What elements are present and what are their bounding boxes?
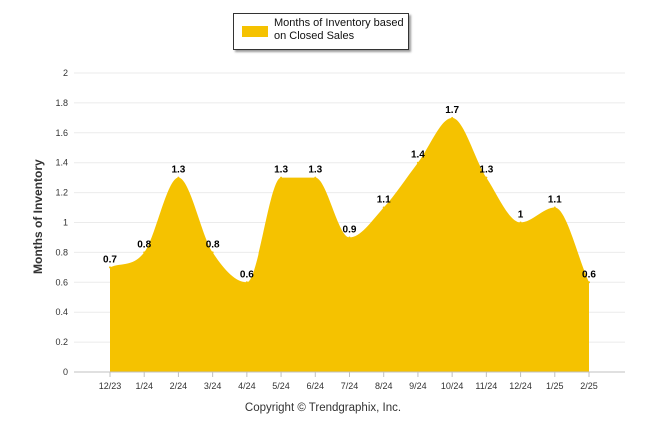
y-tick-label: 1.8	[55, 98, 68, 108]
data-point	[451, 116, 454, 119]
x-tick-label: 3/24	[204, 381, 222, 391]
x-tick-label: 12/24	[509, 381, 532, 391]
data-point	[553, 206, 556, 209]
x-tick-label: 1/24	[135, 381, 153, 391]
data-point	[485, 176, 488, 179]
data-point	[519, 221, 522, 224]
data-label: 0.9	[343, 224, 357, 235]
data-point	[314, 176, 317, 179]
data-point	[588, 281, 590, 284]
data-point	[177, 176, 180, 179]
data-point	[109, 266, 111, 269]
data-label: 1	[518, 210, 524, 221]
data-point	[143, 251, 146, 254]
data-label: 1.3	[274, 165, 288, 176]
x-tick-label: 1/25	[546, 381, 564, 391]
x-tick-label: 10/24	[441, 381, 464, 391]
x-tick-label: 7/24	[341, 381, 359, 391]
x-tick-label: 9/24	[409, 381, 427, 391]
data-label: 1.3	[171, 165, 185, 176]
data-label: 1.3	[479, 165, 493, 176]
legend: Months of Inventory based on Closed Sale…	[233, 13, 409, 50]
x-tick-label: 6/24	[307, 381, 325, 391]
data-label: 0.8	[137, 239, 151, 250]
x-tick-label: 12/23	[99, 381, 122, 391]
y-tick-label: 0.8	[55, 247, 68, 257]
data-label: 0.6	[582, 269, 596, 280]
legend-label: Months of Inventory based on Closed Sale…	[274, 17, 404, 42]
data-point	[416, 161, 419, 164]
data-label: 0.6	[240, 269, 254, 280]
y-tick-label: 0.4	[55, 307, 68, 317]
x-tick-label: 11/24	[475, 381, 497, 391]
x-tick-label: 2/25	[580, 381, 598, 391]
copyright-text: Copyright © Trendgraphix, Inc.	[244, 402, 402, 414]
y-tick-label: 0	[63, 367, 68, 377]
y-tick-label: 1	[63, 218, 68, 228]
data-label: 0.8	[206, 239, 220, 250]
x-tick-label: 8/24	[375, 381, 393, 391]
y-tick-label: 2	[63, 68, 68, 78]
data-label: 0.7	[103, 254, 117, 265]
data-point	[245, 281, 248, 284]
legend-swatch	[242, 26, 268, 37]
y-tick-label: 1.2	[55, 188, 68, 198]
x-tick-label: 4/24	[238, 381, 256, 391]
data-label: 1.3	[308, 165, 322, 176]
data-label: 1.1	[548, 195, 562, 206]
y-tick-label: 0.2	[55, 337, 68, 347]
area-series	[110, 117, 589, 372]
data-label: 1.4	[411, 150, 425, 161]
y-tick-label: 1.6	[55, 128, 68, 138]
data-label: 1.1	[377, 195, 391, 206]
y-axis-title: Months of Inventory	[31, 159, 45, 274]
data-point	[348, 236, 351, 239]
data-label: 1.7	[445, 105, 459, 116]
data-point	[211, 251, 214, 254]
y-tick-label: 0.6	[55, 277, 68, 287]
x-tick-label: 2/24	[170, 381, 188, 391]
x-tick-label: 5/24	[272, 381, 290, 391]
y-tick-label: 1.4	[55, 158, 68, 168]
data-point	[382, 206, 385, 209]
data-point	[280, 176, 283, 179]
